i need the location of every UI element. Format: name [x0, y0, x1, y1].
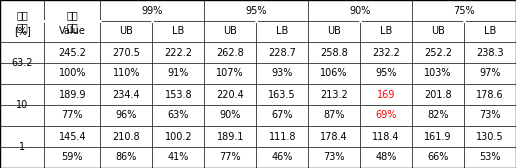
Text: 262.8: 262.8 — [216, 48, 244, 57]
Text: 86%: 86% — [116, 153, 137, 162]
Text: 161.9: 161.9 — [424, 132, 452, 141]
Text: 63.2: 63.2 — [11, 58, 33, 68]
Text: 234.4: 234.4 — [112, 90, 140, 99]
Text: 63%: 63% — [168, 111, 189, 120]
Text: 95%: 95% — [375, 69, 397, 78]
Text: [%]: [%] — [14, 27, 30, 36]
Text: 77%: 77% — [219, 153, 241, 162]
Text: LB: LB — [380, 27, 392, 36]
Text: 75%: 75% — [453, 6, 475, 15]
Text: 178.4: 178.4 — [320, 132, 348, 141]
Text: 73%: 73% — [479, 111, 501, 120]
Text: 46%: 46% — [271, 153, 293, 162]
Text: 270.5: 270.5 — [112, 48, 140, 57]
Text: 232.2: 232.2 — [372, 48, 400, 57]
Text: 213.2: 213.2 — [320, 90, 348, 99]
Text: LB: LB — [484, 27, 496, 36]
Text: 245.2: 245.2 — [58, 48, 86, 57]
Text: 48%: 48% — [376, 153, 397, 162]
Text: 100%: 100% — [59, 69, 86, 78]
Text: 222.2: 222.2 — [164, 48, 192, 57]
Text: 96%: 96% — [116, 111, 137, 120]
Text: 66%: 66% — [427, 153, 449, 162]
Text: 95%: 95% — [246, 6, 267, 15]
Text: 145.4: 145.4 — [58, 132, 86, 141]
Text: 90%: 90% — [349, 6, 371, 15]
Text: LB: LB — [276, 27, 288, 36]
Text: UB: UB — [223, 27, 237, 36]
Text: 107%: 107% — [216, 69, 244, 78]
Text: UB: UB — [431, 27, 445, 36]
Text: LB: LB — [172, 27, 184, 36]
Text: 신뢰
구간: 신뢰 구간 — [67, 10, 78, 32]
Text: 91%: 91% — [168, 69, 189, 78]
Text: 99%: 99% — [141, 6, 163, 15]
Text: 220.4: 220.4 — [216, 90, 244, 99]
Text: 93%: 93% — [271, 69, 293, 78]
Text: Value: Value — [59, 27, 86, 36]
Text: 82%: 82% — [427, 111, 449, 120]
Text: 201.8: 201.8 — [424, 90, 452, 99]
Text: 73%: 73% — [324, 153, 345, 162]
Text: 1: 1 — [19, 142, 25, 152]
Text: 110%: 110% — [112, 69, 140, 78]
Text: 258.8: 258.8 — [320, 48, 348, 57]
Text: 53%: 53% — [479, 153, 501, 162]
Text: 111.8: 111.8 — [268, 132, 296, 141]
Text: 41%: 41% — [168, 153, 189, 162]
Text: 106%: 106% — [320, 69, 348, 78]
Text: 118.4: 118.4 — [373, 132, 400, 141]
Text: 252.2: 252.2 — [424, 48, 452, 57]
Text: 238.3: 238.3 — [476, 48, 504, 57]
Text: UB: UB — [119, 27, 133, 36]
Text: 누적
확률: 누적 확률 — [17, 10, 28, 32]
Text: UB: UB — [327, 27, 341, 36]
Text: 67%: 67% — [271, 111, 293, 120]
Text: 228.7: 228.7 — [268, 48, 296, 57]
Text: 189.1: 189.1 — [217, 132, 244, 141]
Text: 59%: 59% — [61, 153, 83, 162]
Text: 210.8: 210.8 — [112, 132, 140, 141]
Text: 178.6: 178.6 — [476, 90, 504, 99]
Text: 10: 10 — [16, 100, 28, 110]
Text: 97%: 97% — [479, 69, 501, 78]
Text: 87%: 87% — [324, 111, 345, 120]
Text: 103%: 103% — [424, 69, 452, 78]
Text: 189.9: 189.9 — [59, 90, 86, 99]
Text: 90%: 90% — [220, 111, 241, 120]
Text: 100.2: 100.2 — [165, 132, 192, 141]
Text: 169: 169 — [377, 90, 395, 99]
Text: 163.5: 163.5 — [268, 90, 296, 99]
Text: 69%: 69% — [376, 111, 397, 120]
Text: 153.8: 153.8 — [165, 90, 192, 99]
Text: 77%: 77% — [61, 111, 83, 120]
Text: 130.5: 130.5 — [476, 132, 504, 141]
